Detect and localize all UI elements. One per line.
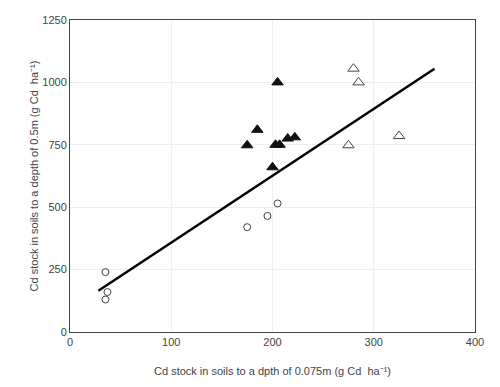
svg-text:400: 400 [466, 336, 484, 348]
svg-text:Cd stock in soils to a depth o: Cd stock in soils to a depth of 0.5m (g … [28, 61, 40, 292]
svg-text:1250: 1250 [42, 14, 66, 26]
svg-text:200: 200 [263, 336, 281, 348]
svg-text:0: 0 [67, 336, 73, 348]
svg-text:100: 100 [162, 336, 180, 348]
svg-text:300: 300 [365, 336, 383, 348]
svg-text:1000: 1000 [42, 76, 66, 88]
svg-text:0: 0 [61, 326, 67, 338]
svg-text:500: 500 [48, 201, 66, 213]
svg-text:250: 250 [48, 263, 66, 275]
svg-text:750: 750 [48, 139, 66, 151]
svg-text:Cd stock in soils to a dpth of: Cd stock in soils to a dpth of 0.075m (g… [154, 365, 391, 377]
